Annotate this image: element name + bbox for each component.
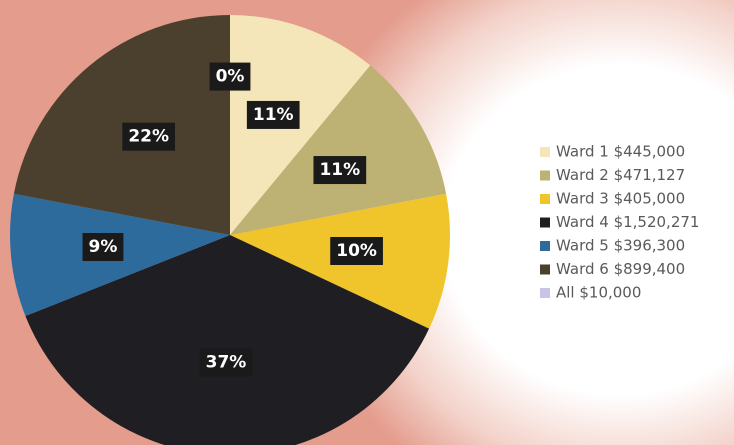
legend-label: Ward 6 $899,400 — [556, 260, 685, 278]
data-label-box — [199, 348, 253, 377]
legend-label: Ward 3 $405,000 — [556, 190, 685, 208]
data-label: 11% — [253, 105, 294, 125]
legend-label: Ward 5 $396,300 — [556, 237, 685, 255]
data-label: 11% — [319, 160, 360, 180]
legend-swatch — [540, 217, 550, 228]
data-label-box — [82, 233, 124, 262]
legend-label: Ward 2 $471,127 — [556, 166, 685, 184]
data-label-box — [330, 236, 383, 265]
pie-slice — [230, 15, 371, 235]
legend-swatch — [540, 288, 550, 298]
legend-label: Ward 4 $1,520,271 — [556, 213, 699, 231]
legend-swatch — [540, 194, 550, 204]
data-label: 22% — [128, 127, 169, 147]
data-label-box — [122, 122, 176, 151]
data-label: 9% — [89, 237, 118, 257]
data-label: 10% — [336, 241, 377, 261]
data-label: 0% — [216, 67, 245, 87]
legend-label: Ward 1 $445,000 — [556, 143, 685, 161]
data-label-box — [246, 100, 300, 129]
pie-slice — [13, 15, 230, 235]
legend-swatch — [540, 241, 550, 251]
data-label: 37% — [206, 353, 247, 373]
pie-slice — [230, 65, 447, 235]
legend-swatch — [540, 147, 550, 157]
data-label-box — [313, 156, 367, 185]
pie-slice — [25, 235, 430, 445]
data-label-box — [209, 62, 251, 91]
legend-swatch — [540, 170, 550, 181]
legend-swatch — [540, 264, 550, 275]
legend-label: All $10,000 — [556, 284, 641, 302]
